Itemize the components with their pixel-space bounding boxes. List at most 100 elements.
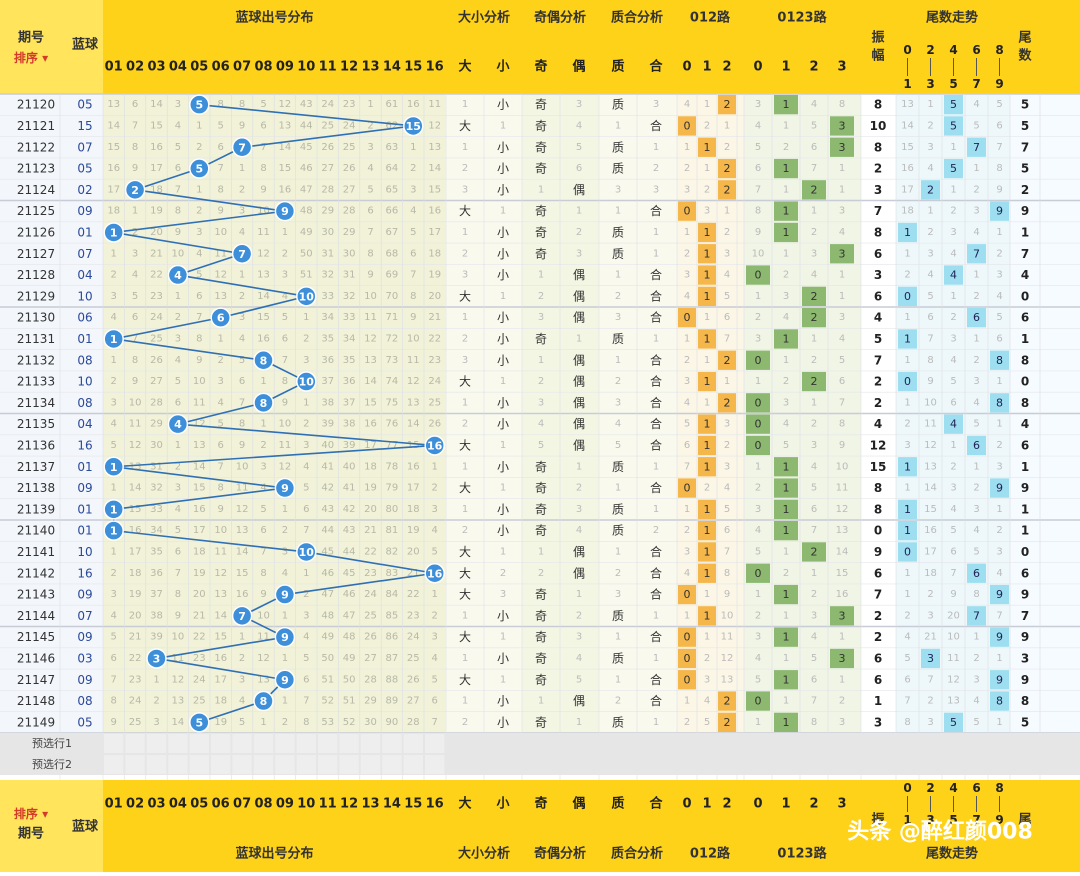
tail-num-cell: 8 [1021, 694, 1029, 708]
blue-ball-label: 1 [110, 525, 118, 538]
r0123-hit-cell [802, 180, 826, 200]
bottom-header-sort-button[interactable]: 排序 ▾ [14, 806, 48, 821]
analysis-hit-cell: 奇 [535, 715, 547, 729]
omission-cell: 12 [279, 99, 292, 110]
top-header-size-title: 大小分析 [458, 10, 510, 26]
tail-hit-value: 7 [973, 247, 980, 260]
tail-omission: 1 [996, 717, 1002, 728]
omission-cell: 16 [107, 163, 120, 174]
amp-cell: 10 [870, 119, 887, 133]
r012-hit-value: 1 [704, 418, 711, 431]
period-cell: 21139 [17, 502, 55, 516]
analysis-omission-cell: 3 [653, 99, 659, 110]
omission-cell: 77 [386, 440, 399, 451]
bottom-header-r012-col: 1 [702, 797, 711, 812]
r0123-omission: 1 [755, 717, 761, 728]
omission-cell: 1 [175, 291, 181, 302]
omission-cell: 43 [321, 504, 334, 515]
r012-omission: 13 [721, 674, 734, 685]
analysis-hit-cell: 大 [459, 545, 471, 559]
tail-omission: 8 [904, 717, 910, 728]
r012-omission: 2 [704, 184, 710, 195]
analysis-hit-cell: 合 [650, 672, 662, 687]
r0123-hit-cell [774, 627, 798, 647]
omission-cell: 9 [132, 376, 138, 387]
bottom-header-tail-col-top: 4 [949, 781, 957, 795]
omission-cell: 25 [407, 653, 420, 664]
tail-omission: 6 [996, 120, 1002, 131]
top-header-r0123-col: 0 [753, 60, 762, 75]
omission-cell: 13 [236, 525, 249, 536]
omission-cell: 28 [321, 184, 334, 195]
bottom-header-r0123-col: 0 [753, 797, 762, 812]
omission-cell: 28 [407, 717, 420, 728]
analysis-omission-cell: 1 [462, 227, 468, 238]
blue-value-cell: 10 [77, 375, 92, 389]
r0123-hit-cell [830, 116, 854, 136]
omission-cell: 5 [282, 312, 288, 323]
omission-cell: 7 [111, 674, 117, 685]
r0123-omission: 4 [811, 461, 817, 472]
omission-cell: 1 [111, 355, 117, 366]
tail-omission: 1 [973, 333, 979, 344]
omission-cell: 24 [428, 376, 441, 387]
bottom-header-tail-col-top: 0 [903, 781, 911, 795]
tail-omission: 2 [973, 483, 979, 494]
tail-omission: 1 [904, 568, 910, 579]
omission-cell: 13 [129, 461, 142, 472]
tail-omission: 4 [973, 696, 979, 707]
omission-cell: 5 [218, 120, 224, 131]
blue-value-cell: 10 [77, 289, 92, 303]
blue-ball-marker [103, 456, 124, 477]
omission-cell: 36 [150, 568, 163, 579]
analysis-hit-cell: 大 [459, 375, 471, 389]
omission-cell: 9 [132, 163, 138, 174]
omission-cell: 81 [386, 525, 399, 536]
tail-omission: 2 [996, 525, 1002, 536]
preselect-cell [296, 734, 316, 753]
blue-value-cell: 04 [77, 268, 92, 282]
amp-cell: 4 [874, 417, 882, 431]
omission-cell: 3 [367, 142, 373, 153]
omission-cell: 19 [407, 525, 420, 536]
tail-omission: 14 [924, 483, 937, 494]
r0123-hit-cell [774, 329, 798, 349]
r0123-hit-value: 1 [783, 332, 790, 345]
omission-cell: 49 [343, 653, 356, 664]
r012-omission: 2 [684, 163, 690, 174]
omission-cell: 11 [172, 653, 185, 664]
r0123-hit-value: 0 [755, 567, 762, 580]
analysis-hit-cell: 大 [459, 204, 471, 218]
blue-value-cell: 02 [77, 183, 92, 197]
analysis-hit-cell: 质 [612, 247, 624, 261]
preselect-cell [318, 734, 338, 753]
top-header-sort-button[interactable]: 排序 ▾ [14, 50, 48, 65]
tail-num-cell: 0 [1021, 375, 1029, 389]
preselect-row-label[interactable]: 预选行1 [32, 737, 72, 750]
analysis-omission-cell: 1 [462, 653, 468, 664]
analysis-hit-cell: 偶 [573, 417, 585, 431]
omission-cell: 6 [282, 333, 288, 344]
blue-value-cell: 07 [77, 247, 92, 261]
omission-cell: 37 [150, 589, 163, 600]
tail-omission: 6 [950, 397, 956, 408]
analysis-omission-cell: 3 [462, 270, 468, 281]
r0123-omission: 14 [836, 546, 849, 557]
analysis-omission-cell: 2 [462, 333, 468, 344]
omission-cell: 2 [153, 696, 159, 707]
tail-omission: 9 [927, 376, 933, 387]
tail-omission: 2 [950, 461, 956, 472]
omission-cell: 3 [218, 376, 224, 387]
r012-omission: 5 [724, 504, 730, 515]
omission-cell: 16 [236, 589, 249, 600]
analysis-hit-cell: 质 [612, 140, 624, 154]
tail-omission: 1 [996, 653, 1002, 664]
omission-cell: 28 [343, 206, 356, 217]
preselect-row-label[interactable]: 预选行2 [32, 758, 72, 771]
bottom-header-parity-col: 偶 [572, 796, 585, 812]
trend-line-segment [113, 465, 285, 489]
r012-hit-value: 0 [684, 119, 691, 132]
omission-cell: 3 [410, 184, 416, 195]
tail-hit-cell [898, 457, 917, 477]
omission-cell: 10 [172, 248, 185, 259]
